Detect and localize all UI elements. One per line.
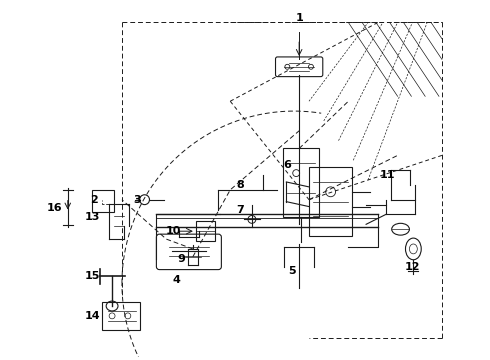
Text: 7: 7 <box>236 204 244 215</box>
Text: 9: 9 <box>177 254 185 264</box>
Text: 5: 5 <box>289 266 296 276</box>
Text: 8: 8 <box>236 180 244 190</box>
Text: 3: 3 <box>133 195 141 205</box>
Text: 11: 11 <box>380 170 395 180</box>
Bar <box>196 221 216 241</box>
Text: 4: 4 <box>172 275 180 285</box>
Text: 13: 13 <box>85 212 100 222</box>
Text: 16: 16 <box>47 203 63 212</box>
Text: 2: 2 <box>91 195 98 205</box>
Bar <box>309 167 352 236</box>
Text: 1: 1 <box>295 13 303 23</box>
Text: 14: 14 <box>85 311 100 321</box>
Bar <box>102 302 140 330</box>
Bar <box>283 148 319 217</box>
Text: 15: 15 <box>85 271 100 282</box>
Text: 10: 10 <box>166 226 181 236</box>
Text: 6: 6 <box>283 160 291 170</box>
Text: 12: 12 <box>405 262 420 272</box>
Bar <box>93 190 114 212</box>
